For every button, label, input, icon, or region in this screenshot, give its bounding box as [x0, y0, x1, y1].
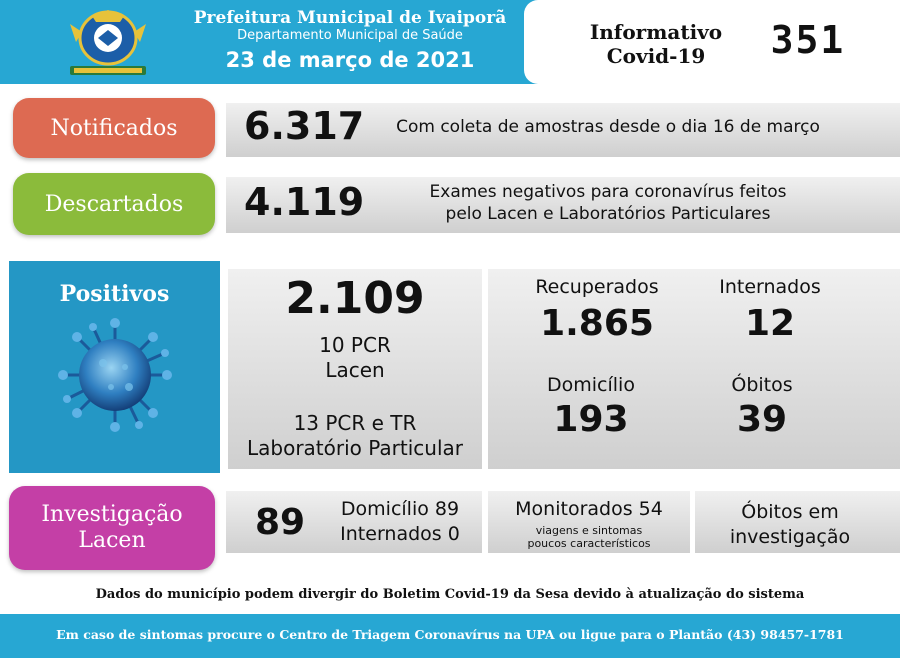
investigacao-internados: Internados 0: [340, 523, 460, 545]
internados-value: 12: [744, 303, 796, 344]
monitorados-note-line2: poucos característicos: [527, 537, 651, 550]
notificados-description: Com coleta de amostras desde o dia 16 de…: [396, 117, 820, 137]
investigacao-monitorados-note: viagens e sintomas poucos característico…: [488, 524, 690, 550]
info-label: Informativo Covid-19: [586, 20, 726, 68]
footer-text: Em caso de sintomas procure o Centro de …: [56, 627, 844, 642]
header-title: Prefeitura Municipal de Ivaiporã: [193, 8, 507, 28]
investigacao-panel-2: [488, 491, 690, 553]
descartados-description: Exames negativos para coronavírus feitos…: [398, 181, 818, 225]
positivos-particular-line2: Laboratório Particular: [246, 436, 463, 460]
positivos-label: Positivos: [59, 281, 170, 307]
recuperados-value: 1.865: [540, 303, 654, 344]
descartados-description-line1: Exames negativos para coronavírus feitos: [429, 182, 787, 202]
info-label-line1: Informativo: [589, 20, 723, 44]
investigacao-label-line1: Investigação: [41, 502, 183, 527]
descartados-value: 4.119: [244, 180, 365, 224]
investigacao-obitos-line2: investigação: [729, 526, 851, 548]
positivos-lacen-line1: 10 PCR: [319, 333, 391, 357]
investigacao-monitorados: Monitorados 54: [515, 498, 663, 520]
domicilio-value: 193: [553, 399, 629, 440]
investigacao-obitos-line1: Óbitos em: [741, 501, 839, 523]
positivos-breakdown-panel: [488, 269, 900, 469]
positivos-particular: 13 PCR e TR Laboratório Particular: [228, 411, 482, 461]
notificados-badge: Notificados: [13, 98, 215, 158]
positivos-lacen-line2: Lacen: [325, 358, 385, 382]
positivos-box: Positivos: [9, 261, 220, 473]
header-department: Departamento Municipal de Saúde: [237, 28, 463, 43]
recuperados-label: Recuperados: [535, 276, 659, 298]
header-date: 23 de março de 2021: [225, 48, 475, 72]
notificados-panel: [226, 103, 900, 157]
investigacao-badge: Investigação Lacen: [9, 486, 215, 570]
investigacao-panel-3: [695, 491, 900, 553]
positivos-value: 2.109: [285, 273, 425, 324]
info-box: Informativo Covid-19 351: [524, 0, 900, 84]
disclaimer: Dados do município podem divergir do Bol…: [95, 587, 805, 602]
investigacao-panel-1: [226, 491, 482, 553]
descartados-badge: Descartados: [13, 173, 215, 235]
info-label-line2: Covid-19: [606, 44, 706, 68]
notificados-label: Notificados: [50, 115, 178, 141]
obitos-value: 39: [736, 399, 788, 440]
investigacao-obitos: Óbitos em investigação: [695, 500, 885, 550]
descartados-panel: [226, 177, 900, 233]
coronavirus-icon: [58, 318, 172, 432]
domicilio-label: Domicílio: [547, 374, 635, 396]
obitos-label: Óbitos: [731, 374, 793, 396]
positivos-particular-line1: 13 PCR e TR: [293, 411, 417, 435]
investigacao-domicilio: Domicílio 89: [340, 498, 460, 520]
header-banner: Prefeitura Municipal de Ivaiporã Departa…: [0, 0, 900, 84]
positivos-total-panel: [228, 269, 482, 469]
investigacao-value: 89: [254, 502, 306, 543]
investigacao-details: Domicílio 89 Internados 0: [318, 497, 482, 547]
positivos-lacen: 10 PCR Lacen: [228, 333, 482, 383]
descartados-description-line2: pelo Lacen e Laboratórios Particulares: [445, 204, 771, 224]
footer-banner: Em caso de sintomas procure o Centro de …: [0, 614, 900, 658]
descartados-label: Descartados: [44, 191, 184, 217]
municipal-coat-of-arms-icon: [70, 10, 146, 75]
notificados-value: 6.317: [244, 104, 365, 148]
investigacao-label-line2: Lacen: [78, 528, 146, 553]
monitorados-note-line1: viagens e sintomas: [535, 524, 643, 537]
edition-number: 351: [770, 18, 846, 62]
internados-label: Internados: [719, 276, 821, 298]
